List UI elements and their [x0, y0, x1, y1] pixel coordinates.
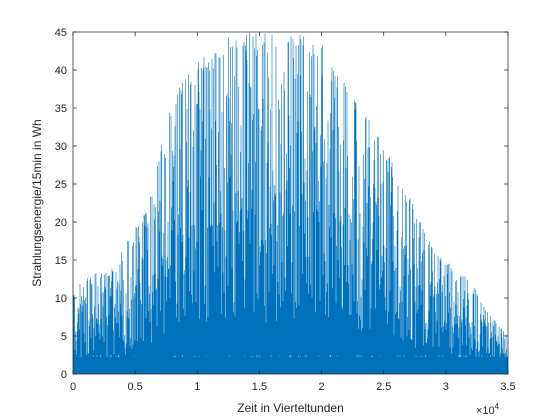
x-tick-label: 0.5	[127, 381, 142, 393]
x-tick-label: 2.5	[376, 381, 391, 393]
y-tick-label: 25	[55, 179, 67, 191]
x-tick-label: 2	[319, 381, 325, 393]
y-tick-label: 40	[55, 65, 67, 77]
ticks-layer: 0 0.5 1 1.5 2 2.5 3 3.5 0 5 10 15 20 25 30 35 40 45	[55, 27, 516, 393]
series-line	[73, 32, 508, 374]
y-axis-label: Strahlungsenergie/15min in Wh	[30, 119, 44, 286]
x-exponent-power: 4	[495, 402, 500, 411]
plot-frame	[72, 31, 509, 375]
x-tick-label: 0	[70, 381, 76, 393]
y-tick-label: 15	[55, 255, 67, 267]
x-axis-label: Zeit in Vierteltunden	[237, 401, 344, 415]
y-tick-label: 20	[55, 217, 67, 229]
x-exponent-base: ×10	[476, 405, 495, 417]
y-tick-label: 45	[55, 27, 67, 39]
y-tick-label: 35	[55, 103, 67, 115]
y-tick-label: 0	[61, 369, 67, 381]
x-tick-label: 3.5	[500, 381, 515, 393]
x-tick-label: 1	[194, 381, 200, 393]
x-exponent: ×104	[476, 402, 500, 417]
y-tick-label: 5	[61, 331, 67, 343]
x-tick-label: 1.5	[252, 381, 267, 393]
y-tick-label: 30	[55, 141, 67, 153]
x-tick-label: 3	[443, 381, 449, 393]
y-tick-label: 10	[55, 293, 67, 305]
data-layer	[73, 32, 508, 374]
